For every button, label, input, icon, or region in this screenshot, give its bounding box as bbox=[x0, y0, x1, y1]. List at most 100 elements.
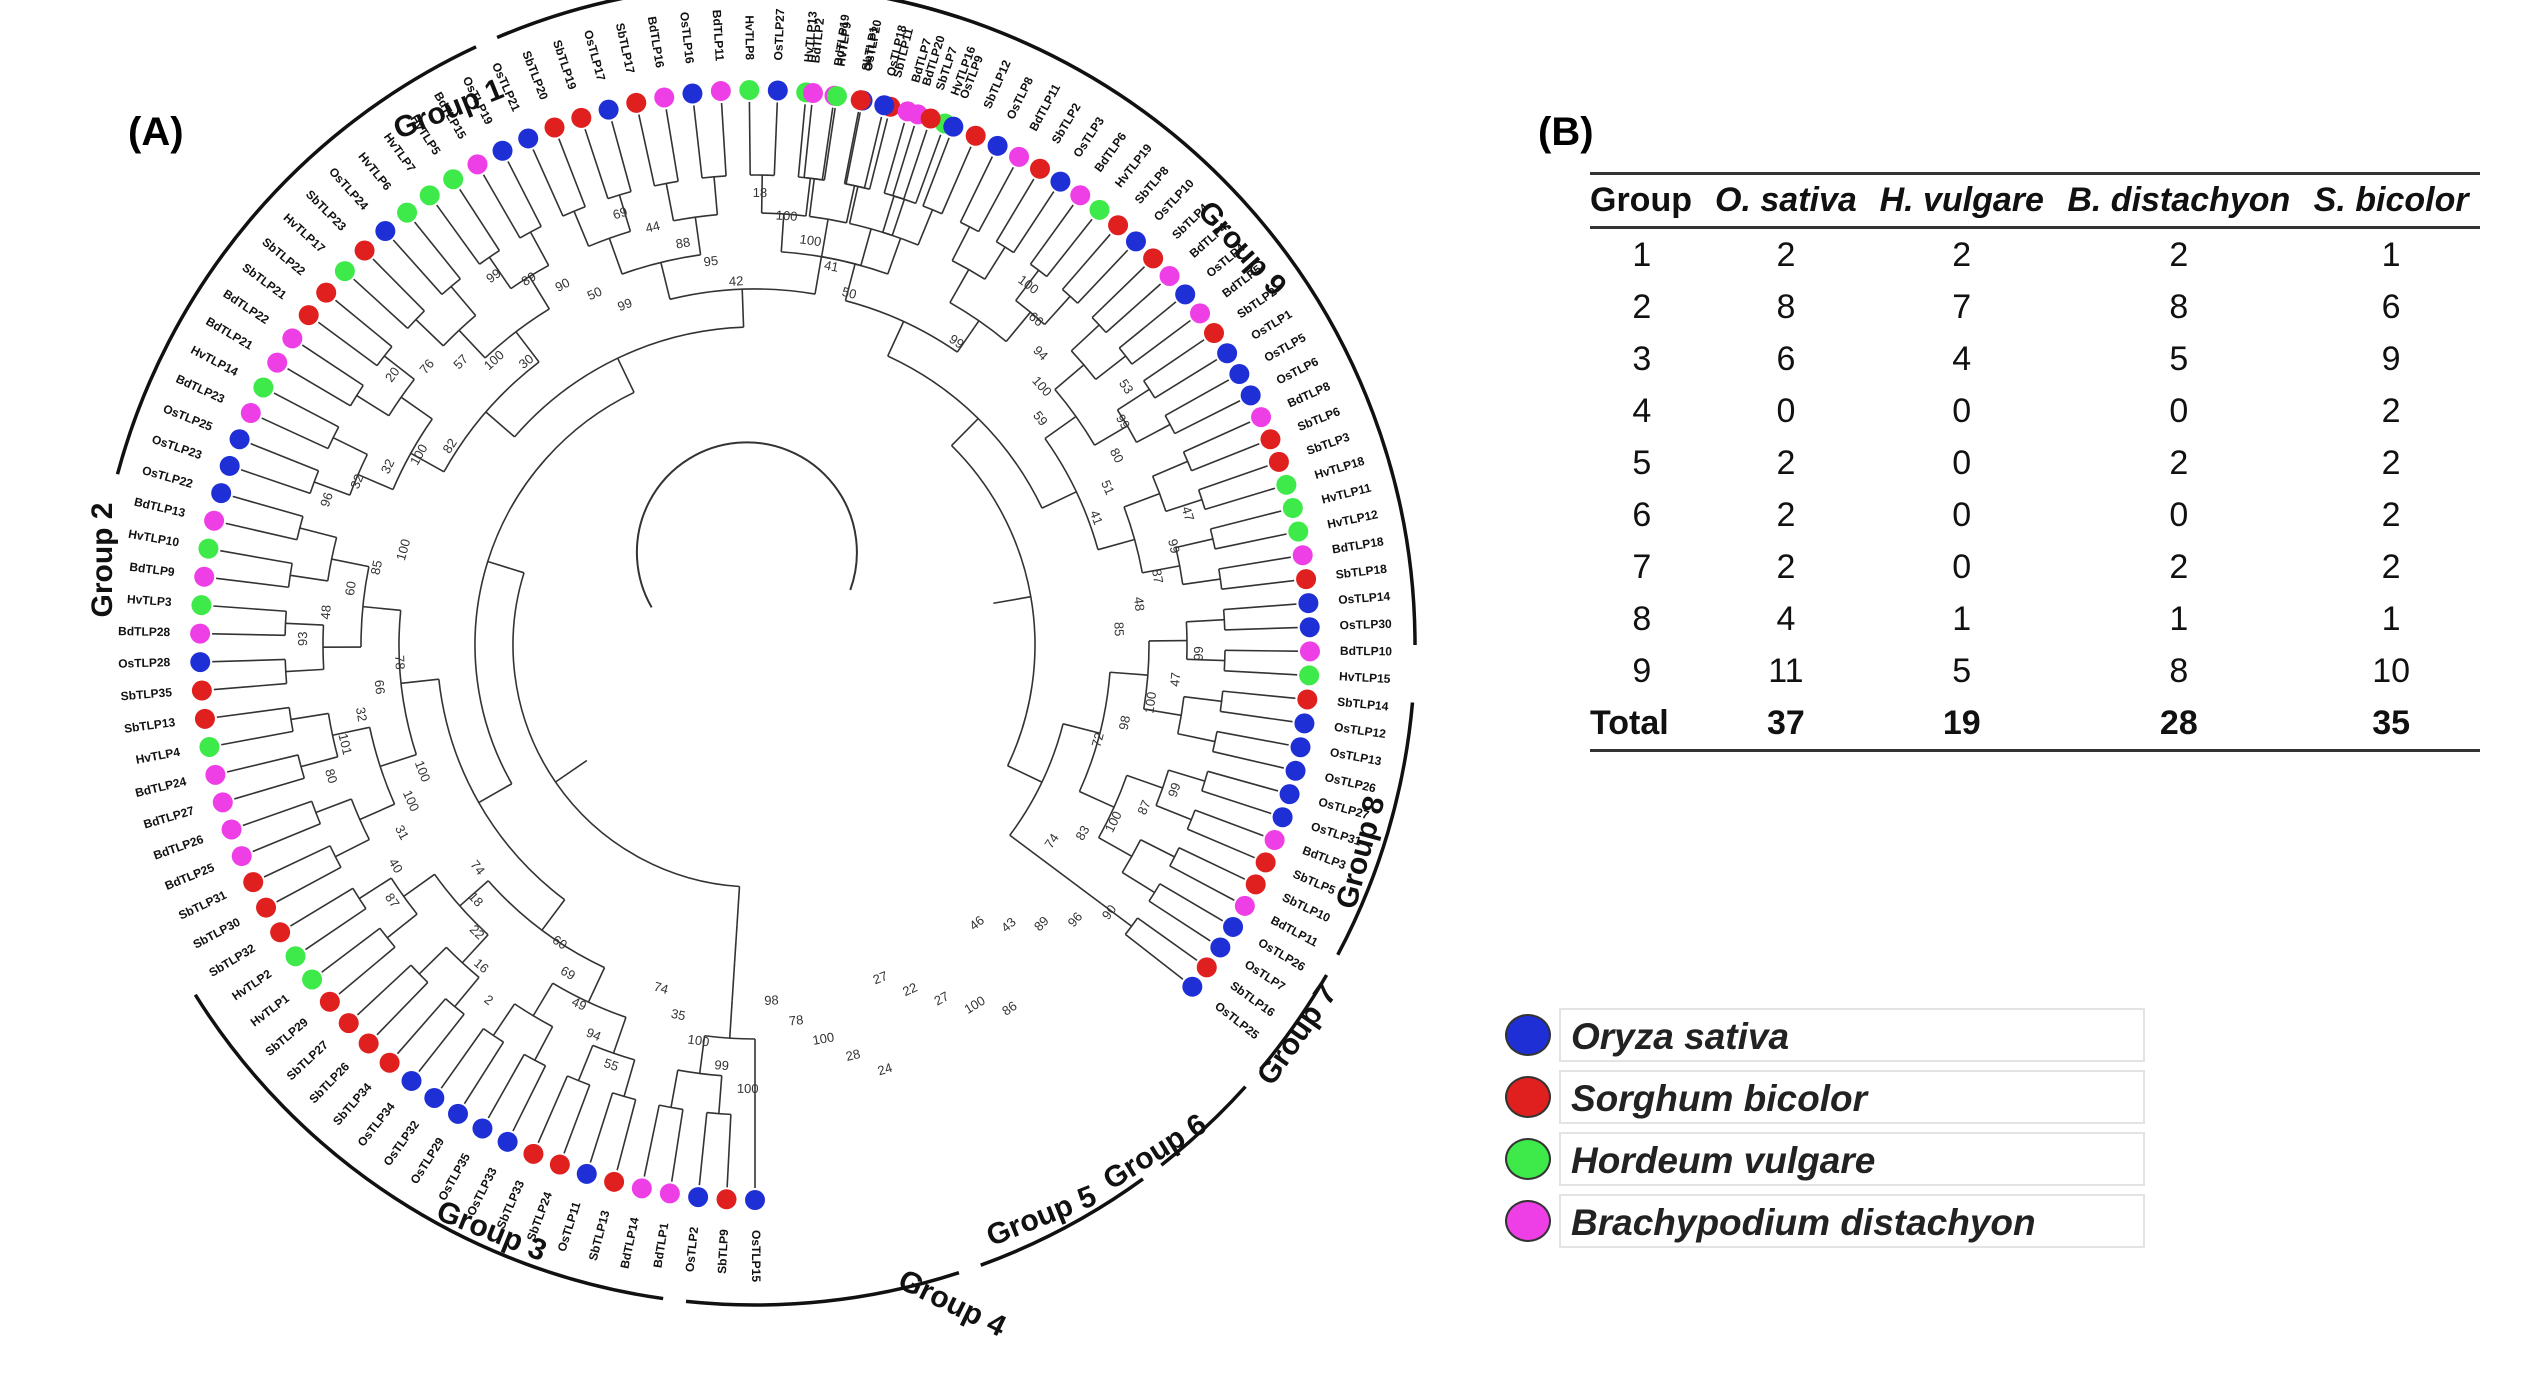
table-cell-count: 2 bbox=[1952, 235, 1972, 274]
leaf-dot bbox=[682, 83, 703, 104]
clade-arc bbox=[487, 880, 605, 969]
terminal-branch bbox=[276, 866, 342, 903]
clade-arc bbox=[1124, 917, 1139, 935]
legend-box bbox=[1559, 1008, 2145, 1062]
internal-branch bbox=[454, 976, 480, 1008]
leaf-dot bbox=[338, 1013, 359, 1034]
clade-arc bbox=[513, 326, 744, 438]
bootstrap-value: 60 bbox=[550, 932, 570, 952]
leaf-dot bbox=[1229, 364, 1250, 385]
bootstrap-value: 44 bbox=[644, 218, 662, 236]
leaf-dot bbox=[419, 185, 440, 206]
bootstrap-value: 74 bbox=[652, 979, 670, 997]
internal-branch bbox=[331, 558, 370, 568]
terminal-branch bbox=[558, 138, 586, 208]
terminal-branch bbox=[584, 129, 609, 199]
table-cell-count: 2 bbox=[2169, 443, 2189, 482]
leaf-dot bbox=[659, 1183, 680, 1204]
leaf-dot bbox=[1290, 737, 1311, 758]
leaf-dot bbox=[443, 169, 464, 190]
leaf-dot bbox=[191, 595, 212, 616]
bootstrap-value: 100 bbox=[400, 788, 423, 814]
terminal-branch bbox=[232, 495, 304, 518]
internal-branch bbox=[1183, 695, 1222, 703]
internal-branch bbox=[1186, 658, 1225, 662]
bootstrap-value: 72 bbox=[1088, 731, 1106, 749]
terminal-branch bbox=[1159, 883, 1224, 922]
table-total-count: 28 bbox=[2159, 703, 2198, 742]
leaf-dot bbox=[1292, 545, 1313, 566]
leaf-dot bbox=[194, 708, 215, 729]
table-total-count: 37 bbox=[1767, 703, 1805, 742]
clade-arc bbox=[350, 798, 370, 840]
bootstrap-value: 86 bbox=[999, 998, 1019, 1019]
group-count-table: Group O. sativa H. vulgare B. distachyon… bbox=[1590, 172, 2480, 752]
internal-branch bbox=[1109, 671, 1148, 676]
table-cell-count: 0 bbox=[1952, 547, 1972, 586]
terminal-branch bbox=[1218, 556, 1291, 570]
leaf-label: HvTLP9 bbox=[834, 21, 854, 68]
internal-branch bbox=[300, 756, 338, 768]
leaf-label: BdTLP23 bbox=[174, 372, 227, 407]
group-label: Group 5 bbox=[982, 1179, 1101, 1253]
clade-arc bbox=[410, 964, 429, 983]
terminal-branch bbox=[1131, 319, 1191, 365]
bootstrap-value: 100 bbox=[775, 207, 798, 224]
leaf-dot bbox=[654, 87, 675, 108]
internal-branch bbox=[488, 256, 512, 290]
terminal-branch bbox=[240, 469, 311, 495]
leaf-dot bbox=[598, 99, 619, 120]
leaf-dot bbox=[212, 792, 233, 813]
internal-branch bbox=[733, 924, 738, 963]
leaf-dot bbox=[1182, 976, 1203, 997]
leaf-dot bbox=[354, 240, 375, 261]
clade-arc bbox=[884, 192, 904, 200]
terminal-branch bbox=[1224, 626, 1298, 631]
clade-arc bbox=[1197, 489, 1206, 510]
internal-branch bbox=[860, 228, 872, 266]
table-row: 7 2 0 2 2 bbox=[1590, 541, 2480, 593]
leaf-label: BdTLP28 bbox=[118, 624, 171, 639]
leaf-dot bbox=[424, 1087, 445, 1108]
clade-arc bbox=[659, 1104, 684, 1111]
table-cell-count: 0 bbox=[1952, 391, 1972, 430]
leaf-dot bbox=[716, 1189, 737, 1210]
leaf-dot bbox=[358, 1033, 379, 1054]
leaf-dot bbox=[298, 305, 319, 326]
leaf-label: SbTLP13 bbox=[586, 1209, 613, 1263]
leaf-dot bbox=[745, 1190, 765, 1210]
terminal-branch bbox=[261, 417, 329, 450]
internal-branch bbox=[290, 574, 328, 582]
group-arc bbox=[1160, 1085, 1247, 1167]
leaf-dot bbox=[319, 991, 340, 1012]
leaf-label: HvTLP12 bbox=[1326, 507, 1379, 531]
leaf-label: OsTLP8 bbox=[1004, 74, 1037, 121]
internal-branch bbox=[450, 285, 477, 317]
internal-branch bbox=[532, 982, 554, 1017]
leaf-dot bbox=[302, 969, 323, 990]
terminal-branch bbox=[301, 344, 364, 387]
bootstrap-value: 87 bbox=[1134, 798, 1153, 817]
internal-branch bbox=[362, 605, 401, 612]
leaf-dot bbox=[1260, 429, 1281, 450]
bootstrap-value: 85 bbox=[368, 559, 386, 576]
terminal-branch bbox=[665, 109, 679, 182]
internal-branch bbox=[555, 759, 588, 783]
terminal-branch bbox=[1216, 730, 1289, 746]
leaf-dot bbox=[626, 92, 647, 113]
internal-branch bbox=[660, 262, 671, 300]
legend-item-brachypodium-distachyon: Brachypodium distachyon bbox=[1505, 1194, 2145, 1252]
leaf-label: HvTLP8 bbox=[742, 15, 756, 60]
terminal-branch bbox=[512, 1065, 547, 1132]
table-cell-count: 8 bbox=[1776, 287, 1796, 326]
bootstrap-value: 69 bbox=[611, 204, 629, 223]
leaf-label: HvTLP13 bbox=[801, 10, 820, 63]
bootstrap-value: 59 bbox=[1030, 408, 1051, 429]
terminal-branch bbox=[1191, 442, 1260, 472]
leaf-dot bbox=[1050, 171, 1071, 192]
bootstrap-value: 100 bbox=[737, 1081, 759, 1096]
clade-arc bbox=[1164, 415, 1176, 434]
leaf-dot bbox=[1264, 830, 1285, 851]
leaf-dot bbox=[1299, 665, 1320, 686]
